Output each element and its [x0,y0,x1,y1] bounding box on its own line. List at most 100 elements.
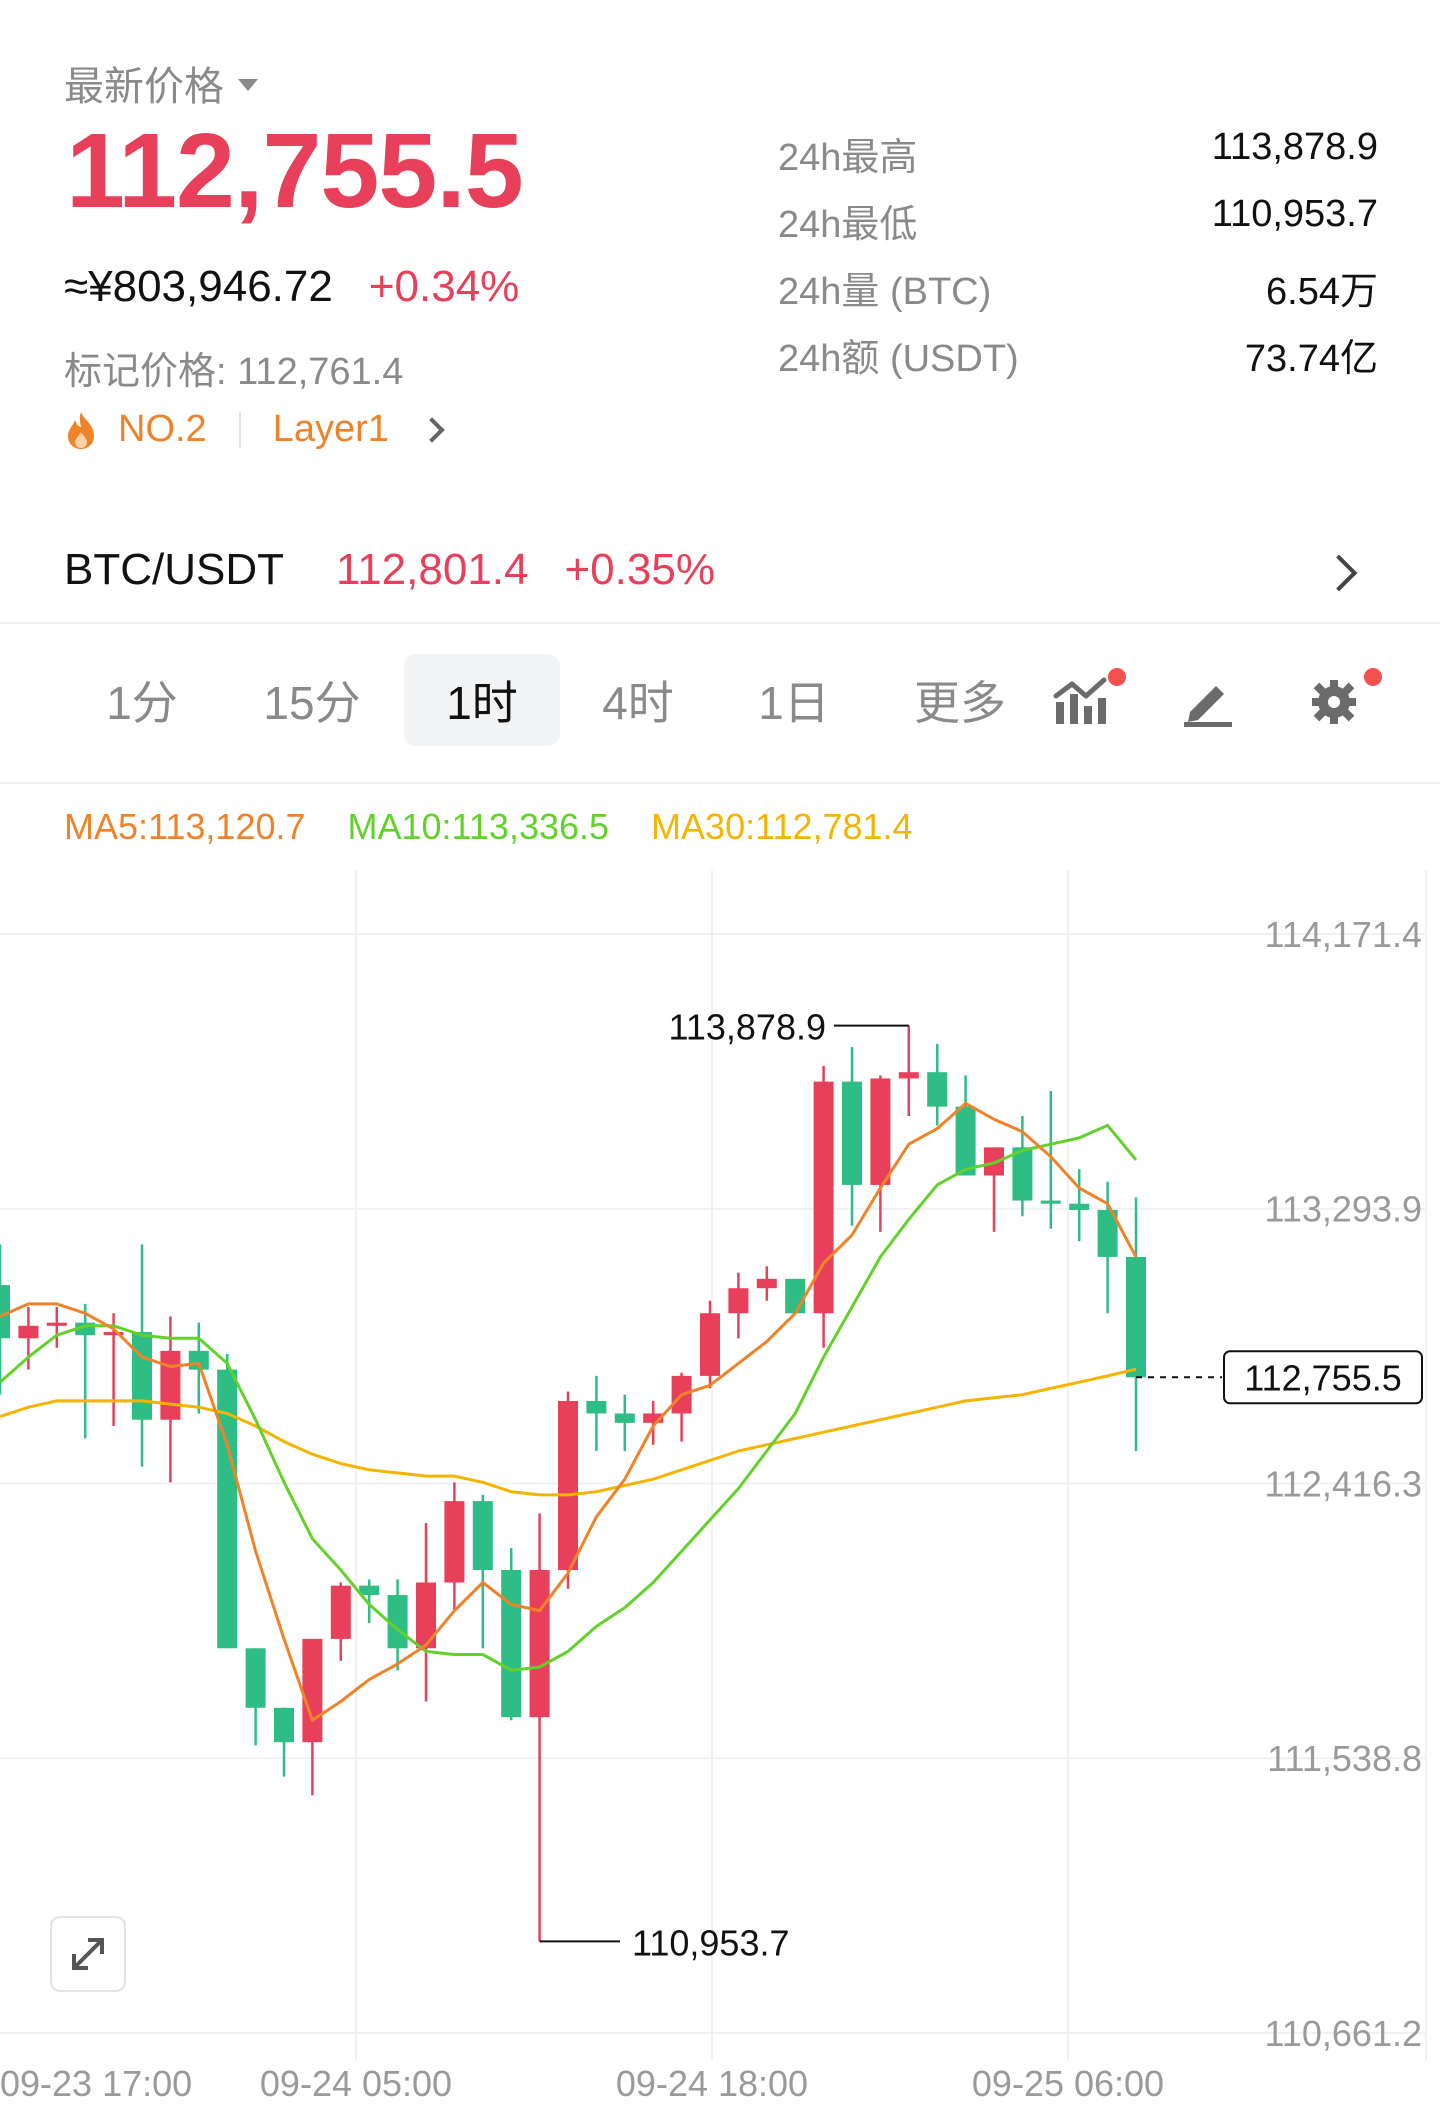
last-price-label: 112,755.5 [1244,1357,1401,1398]
tab-label: 15分 [263,677,361,729]
ma5-line [0,1102,1138,1722]
candle-body [785,1278,806,1314]
fire-icon [68,411,94,449]
candle-body [274,1707,294,1743]
candle-body [46,1322,67,1326]
candle-body [643,1413,664,1423]
ma5-value: MA5:113,120.7 [64,806,306,847]
section-divider [0,782,1440,784]
stat-value: 6.54万 [1266,271,1378,313]
tab-label: 1日 [758,677,830,729]
notification-dot [1364,668,1382,686]
spot-pair-row[interactable]: BTC/USDT 112,801.4 +0.35% [0,520,1440,620]
stat-value: 110,953.7 [1211,193,1378,235]
chevron-right-icon [419,416,445,443]
ma30-value: MA30:112,781.4 [651,806,913,847]
stat-row-turnover: 24h额 (USDT) 73.74亿 [778,327,1378,394]
caret-down-icon [238,79,258,91]
candle-body [614,1413,635,1423]
latest-price-selector[interactable]: 最新价格 [64,54,258,112]
tab-label: 4时 [602,677,674,729]
stat-row-low: 24h最低 110,953.7 [778,193,1378,260]
candle-body [927,1072,948,1107]
tab-more[interactable]: 更多 [892,654,1028,746]
y-axis-label: 112,416.3 [1265,1464,1422,1505]
stat-label: 24h最高 [778,137,918,179]
candle-body [558,1400,578,1571]
tab-label: 1分 [106,677,178,729]
tab-label: 1时 [446,677,518,729]
tab-1m[interactable]: 1分 [80,654,204,746]
price-change-percent: +0.34% [368,262,520,311]
stat-value: 113,878.9 [1211,126,1378,168]
ma10-value: MA10:113,336.5 [347,806,610,847]
cny-row: ≈¥803,946.72 +0.34% [64,262,519,312]
rank-divider [238,411,241,448]
tab-label: 更多 [914,677,1006,729]
pair-name: BTC/USDT [64,545,284,594]
price-panel: 最新价格 112,755.5 ≈¥803,946.72 +0.34% 标记价格:… [0,0,1440,470]
x-axis-label: 09-24 18:00 [616,2063,808,2104]
candle-body [870,1078,891,1185]
timeframe-tabs: 1分 15分 1时 4时 1日 更多 [0,650,1440,750]
candle-body [586,1400,607,1414]
category-tag: Layer1 [272,408,389,450]
candle-body [700,1313,720,1376]
x-axis-label: 09-23 17:00 [0,2063,192,2104]
tab-15m[interactable]: 15分 [232,654,392,746]
draw-button[interactable] [1180,672,1236,728]
candle-body [103,1332,124,1336]
candle-body [728,1288,749,1314]
y-axis-label: 111,538.8 [1267,1738,1422,1779]
candle-body [501,1570,522,1718]
indicators-button[interactable] [1052,668,1132,728]
y-axis-label: 114,171.4 [1265,914,1422,955]
y-axis-label: 113,293.9 [1265,1189,1422,1230]
candle-body [1012,1147,1033,1201]
settings-button[interactable] [1308,668,1388,728]
expand-icon [72,1938,104,1970]
stats-table: 24h最高 113,878.9 24h最低 110,953.7 24h量 (BT… [778,126,1378,394]
tab-1h[interactable]: 1时 [404,654,560,746]
ma10-line [0,1123,1138,1672]
mark-price: 标记价格: 112,761.4 [64,351,404,393]
candle-body [132,1332,152,1420]
x-axis-label: 09-25 06:00 [972,2063,1164,2104]
low-marker-label: 110,953.7 [632,1922,789,1963]
candle-body [1126,1256,1146,1378]
candle-body [813,1081,834,1314]
last-price-tag [1223,1350,1423,1405]
candle-body [160,1350,181,1420]
candle-body [359,1585,380,1596]
x-axis-label: 09-24 05:00 [260,2063,452,2104]
stat-row-high: 24h最高 113,878.9 [778,126,1378,193]
candle-body [416,1582,436,1649]
candle-body [302,1638,323,1743]
candle-body [472,1501,493,1571]
candle-body [444,1501,465,1583]
ma30-line [0,1367,1137,1497]
candle-body [1069,1203,1090,1210]
candle-body [842,1081,862,1185]
stat-value: 73.74亿 [1244,338,1378,380]
notification-dot [1108,668,1126,686]
stat-label: 24h额 (USDT) [778,338,1019,380]
latest-price-label: 最新价格 [64,65,224,109]
candle-body [529,1570,550,1718]
stat-label: 24h量 (BTC) [778,271,992,313]
indicators-icon [1053,677,1107,724]
draw-icon [1184,686,1232,727]
candle-body [18,1325,39,1339]
rank-row[interactable]: NO.2 Layer1 [64,408,445,451]
candle-body [245,1648,266,1708]
candlestick-chart[interactable]: 113,878.9 110,953.7 114,171.4 113,293.9 112,… [0,870,1440,2121]
candle-body [0,1285,10,1339]
tab-1d[interactable]: 1日 [730,654,858,746]
candle-body [330,1585,351,1639]
rank-number: NO.2 [118,408,207,450]
high-marker-label: 113,878.9 [669,1007,826,1048]
y-axis-label: 110,661.2 [1265,2013,1422,2054]
fullscreen-button[interactable] [50,1916,126,1992]
candle-body [955,1106,976,1176]
tab-4h[interactable]: 4时 [574,654,702,746]
